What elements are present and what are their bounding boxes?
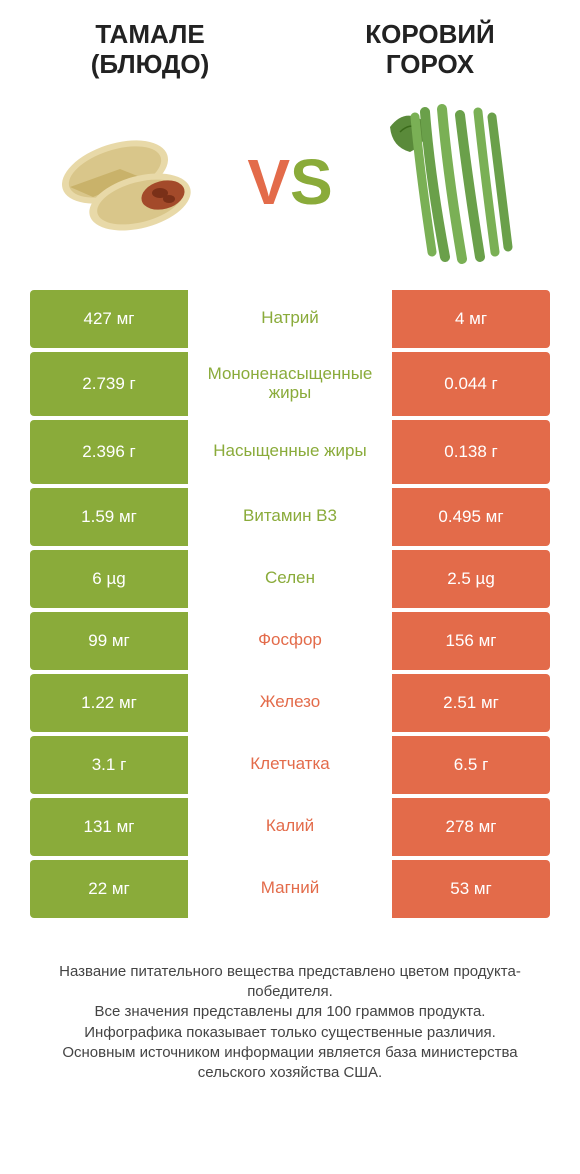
table-row: 1.22 мгЖелезо2.51 мг	[30, 674, 550, 732]
footer-line4: Основным источником информации является …	[62, 1044, 517, 1081]
left-title-line1: ТАМАЛЕ	[95, 19, 204, 49]
footer-text: Название питательного вещества представл…	[0, 922, 580, 1084]
nutrient-label: Магний	[188, 860, 392, 918]
tamale-icon	[45, 117, 215, 247]
table-row: 22 мгМагний53 мг	[30, 860, 550, 918]
comparison-table: 427 мгНатрий4 мг2.739 гМононенасыщенные …	[0, 290, 580, 918]
nutrient-label: Железо	[188, 674, 392, 732]
nutrient-label: Калий	[188, 798, 392, 856]
beans-icon	[370, 97, 530, 267]
right-title-line2: ГОРОХ	[386, 49, 474, 79]
right-value-cell: 0.138 г	[392, 420, 550, 484]
table-row: 427 мгНатрий4 мг	[30, 290, 550, 348]
nutrient-label: Насыщенные жиры	[188, 420, 392, 484]
right-value-cell: 2.51 мг	[392, 674, 550, 732]
table-row: 3.1 гКлетчатка6.5 г	[30, 736, 550, 794]
vs-label: VS	[247, 145, 332, 219]
nutrient-label: Клетчатка	[188, 736, 392, 794]
right-value-cell: 2.5 µg	[392, 550, 550, 608]
left-food-title: ТАМАЛЕ (БЛЮДО)	[40, 20, 260, 80]
nutrient-label: Витамин B3	[188, 488, 392, 546]
table-row: 1.59 мгВитамин B30.495 мг	[30, 488, 550, 546]
left-food-image	[40, 102, 220, 262]
right-value-cell: 0.495 мг	[392, 488, 550, 546]
nutrient-label: Натрий	[188, 290, 392, 348]
left-value-cell: 131 мг	[30, 798, 188, 856]
left-value-cell: 2.396 г	[30, 420, 188, 484]
right-value-cell: 4 мг	[392, 290, 550, 348]
header: ТАМАЛЕ (БЛЮДО) КОРОВИЙ ГОРОХ	[0, 0, 580, 90]
left-value-cell: 99 мг	[30, 612, 188, 670]
left-value-cell: 22 мг	[30, 860, 188, 918]
footer-line2: Все значения представлены для 100 граммо…	[95, 1003, 486, 1020]
right-food-title: КОРОВИЙ ГОРОХ	[320, 20, 540, 80]
table-row: 6 µgСелен2.5 µg	[30, 550, 550, 608]
nutrient-label: Мононенасыщенные жиры	[188, 352, 392, 416]
right-value-cell: 53 мг	[392, 860, 550, 918]
nutrient-label: Селен	[188, 550, 392, 608]
left-title-line2: (БЛЮДО)	[91, 49, 210, 79]
right-value-cell: 0.044 г	[392, 352, 550, 416]
vs-s: S	[290, 145, 333, 219]
table-row: 99 мгФосфор156 мг	[30, 612, 550, 670]
left-value-cell: 1.59 мг	[30, 488, 188, 546]
right-value-cell: 156 мг	[392, 612, 550, 670]
vs-v: V	[247, 145, 290, 219]
right-value-cell: 278 мг	[392, 798, 550, 856]
right-food-image	[360, 102, 540, 262]
right-value-cell: 6.5 г	[392, 736, 550, 794]
left-value-cell: 2.739 г	[30, 352, 188, 416]
table-row: 2.396 гНасыщенные жиры0.138 г	[30, 420, 550, 484]
right-title-line1: КОРОВИЙ	[365, 19, 494, 49]
left-value-cell: 3.1 г	[30, 736, 188, 794]
table-row: 131 мгКалий278 мг	[30, 798, 550, 856]
footer-line1: Название питательного вещества представл…	[59, 963, 521, 1000]
vs-row: VS	[0, 90, 580, 290]
table-row: 2.739 гМононенасыщенные жиры0.044 г	[30, 352, 550, 416]
nutrient-label: Фосфор	[188, 612, 392, 670]
footer-line3: Инфографика показывает только существенн…	[84, 1024, 496, 1041]
left-value-cell: 427 мг	[30, 290, 188, 348]
left-value-cell: 1.22 мг	[30, 674, 188, 732]
left-value-cell: 6 µg	[30, 550, 188, 608]
